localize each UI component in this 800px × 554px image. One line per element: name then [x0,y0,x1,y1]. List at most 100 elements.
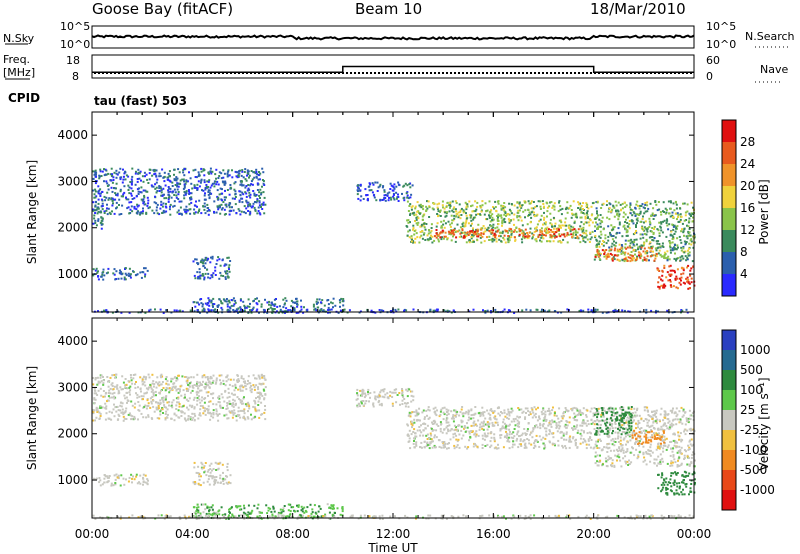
heatmap-cell [449,233,452,236]
heatmap-cell [631,214,634,217]
heatmap-cell [267,509,270,512]
heatmap-cell [453,229,456,231]
heatmap-cell [116,418,119,421]
heatmap-cell [671,214,674,217]
heatmap-cell [117,389,120,392]
heatmap-cell [669,279,671,281]
heatmap-cell [461,229,464,232]
heatmap-cell [656,268,659,271]
heatmap-cell [111,396,113,399]
heatmap-cell [213,478,216,481]
heatmap-cell [687,225,690,228]
heatmap-cell [132,475,134,478]
heatmap-cell [610,245,613,248]
heatmap-cell [247,170,250,173]
heatmap-cell [207,408,210,411]
heatmap-cell [216,189,219,192]
heatmap-cell [312,303,315,306]
heatmap-cell [690,240,693,243]
heatmap-cell [256,189,259,191]
heatmap-cell [427,232,430,235]
heatmap-cell [217,311,220,314]
heatmap-cell [102,376,104,378]
heatmap-cell [412,308,415,311]
heatmap-cell [153,410,156,413]
heatmap-cell [482,225,485,227]
heatmap-cell [258,416,261,419]
heatmap-cell [294,301,297,304]
heatmap-cell [122,175,125,178]
heatmap-cell [509,309,511,312]
heatmap-cell [557,210,560,213]
heatmap-cell [362,392,365,395]
heatmap-cell [405,402,408,405]
heatmap-cell [690,238,693,241]
heatmap-cell [580,216,583,219]
heatmap-cell [203,401,206,404]
heatmap-cell [554,310,557,313]
heatmap-cell [376,190,379,192]
heatmap-cell [172,385,175,388]
heatmap-cell [277,513,280,516]
heatmap-cell [111,181,114,184]
heatmap-cell [577,201,580,204]
heatmap-cell [177,185,180,188]
heatmap-cell [228,210,231,213]
heatmap-cell [587,308,590,311]
heatmap-cell [258,311,260,314]
heatmap-cell [452,210,455,213]
heatmap-cell [513,420,516,423]
heatmap-cell [384,393,387,396]
heatmap-cell [201,405,204,408]
heatmap-cell [577,429,580,432]
heatmap-cell [140,211,143,214]
heatmap-cell [93,217,96,220]
heatmap-cell [678,277,681,280]
heatmap-cell [412,241,414,244]
heatmap-cell [207,409,210,412]
heatmap-cell [657,229,660,232]
heatmap-cell [253,406,256,409]
heatmap-cell [453,227,456,230]
heatmap-cell [411,238,413,241]
heatmap-cell [103,309,105,312]
heatmap-cell [684,243,687,246]
heatmap-cell [608,207,611,210]
heatmap-cell [491,410,493,413]
heatmap-cell [217,401,220,403]
heatmap-cell [613,240,615,243]
heatmap-cell [663,267,666,269]
heatmap-cell [633,212,636,215]
heatmap-cell [564,221,567,224]
heatmap-cell [569,228,572,231]
heatmap-cell [507,436,510,439]
heatmap-cell [254,172,257,175]
heatmap-cell [594,218,597,220]
heatmap-cell [243,385,246,388]
heatmap-cell [413,214,416,217]
heatmap-cell [678,220,681,223]
heatmap-cell [631,254,634,257]
heatmap-cell [231,514,234,517]
heatmap-cell [237,174,240,177]
heatmap-cell [501,222,504,225]
heatmap-cell [326,503,329,506]
heatmap-cell [668,265,671,268]
heatmap-cell [139,170,142,173]
heatmap-cell [430,438,433,441]
heatmap-cell [203,410,206,413]
heatmap-cell [565,206,568,209]
heatmap-cell [270,301,273,304]
heatmap-cell [147,202,150,205]
heatmap-cell [196,509,199,512]
heatmap-cell [682,202,684,205]
heatmap-cell [405,225,408,227]
heatmap-cell [203,407,206,410]
heatmap-cell [389,394,392,397]
heatmap-cell [252,384,255,387]
heatmap-cell [93,209,96,212]
heatmap-cell [197,387,199,390]
heatmap-cell [614,236,617,239]
heatmap-cell [339,513,342,516]
